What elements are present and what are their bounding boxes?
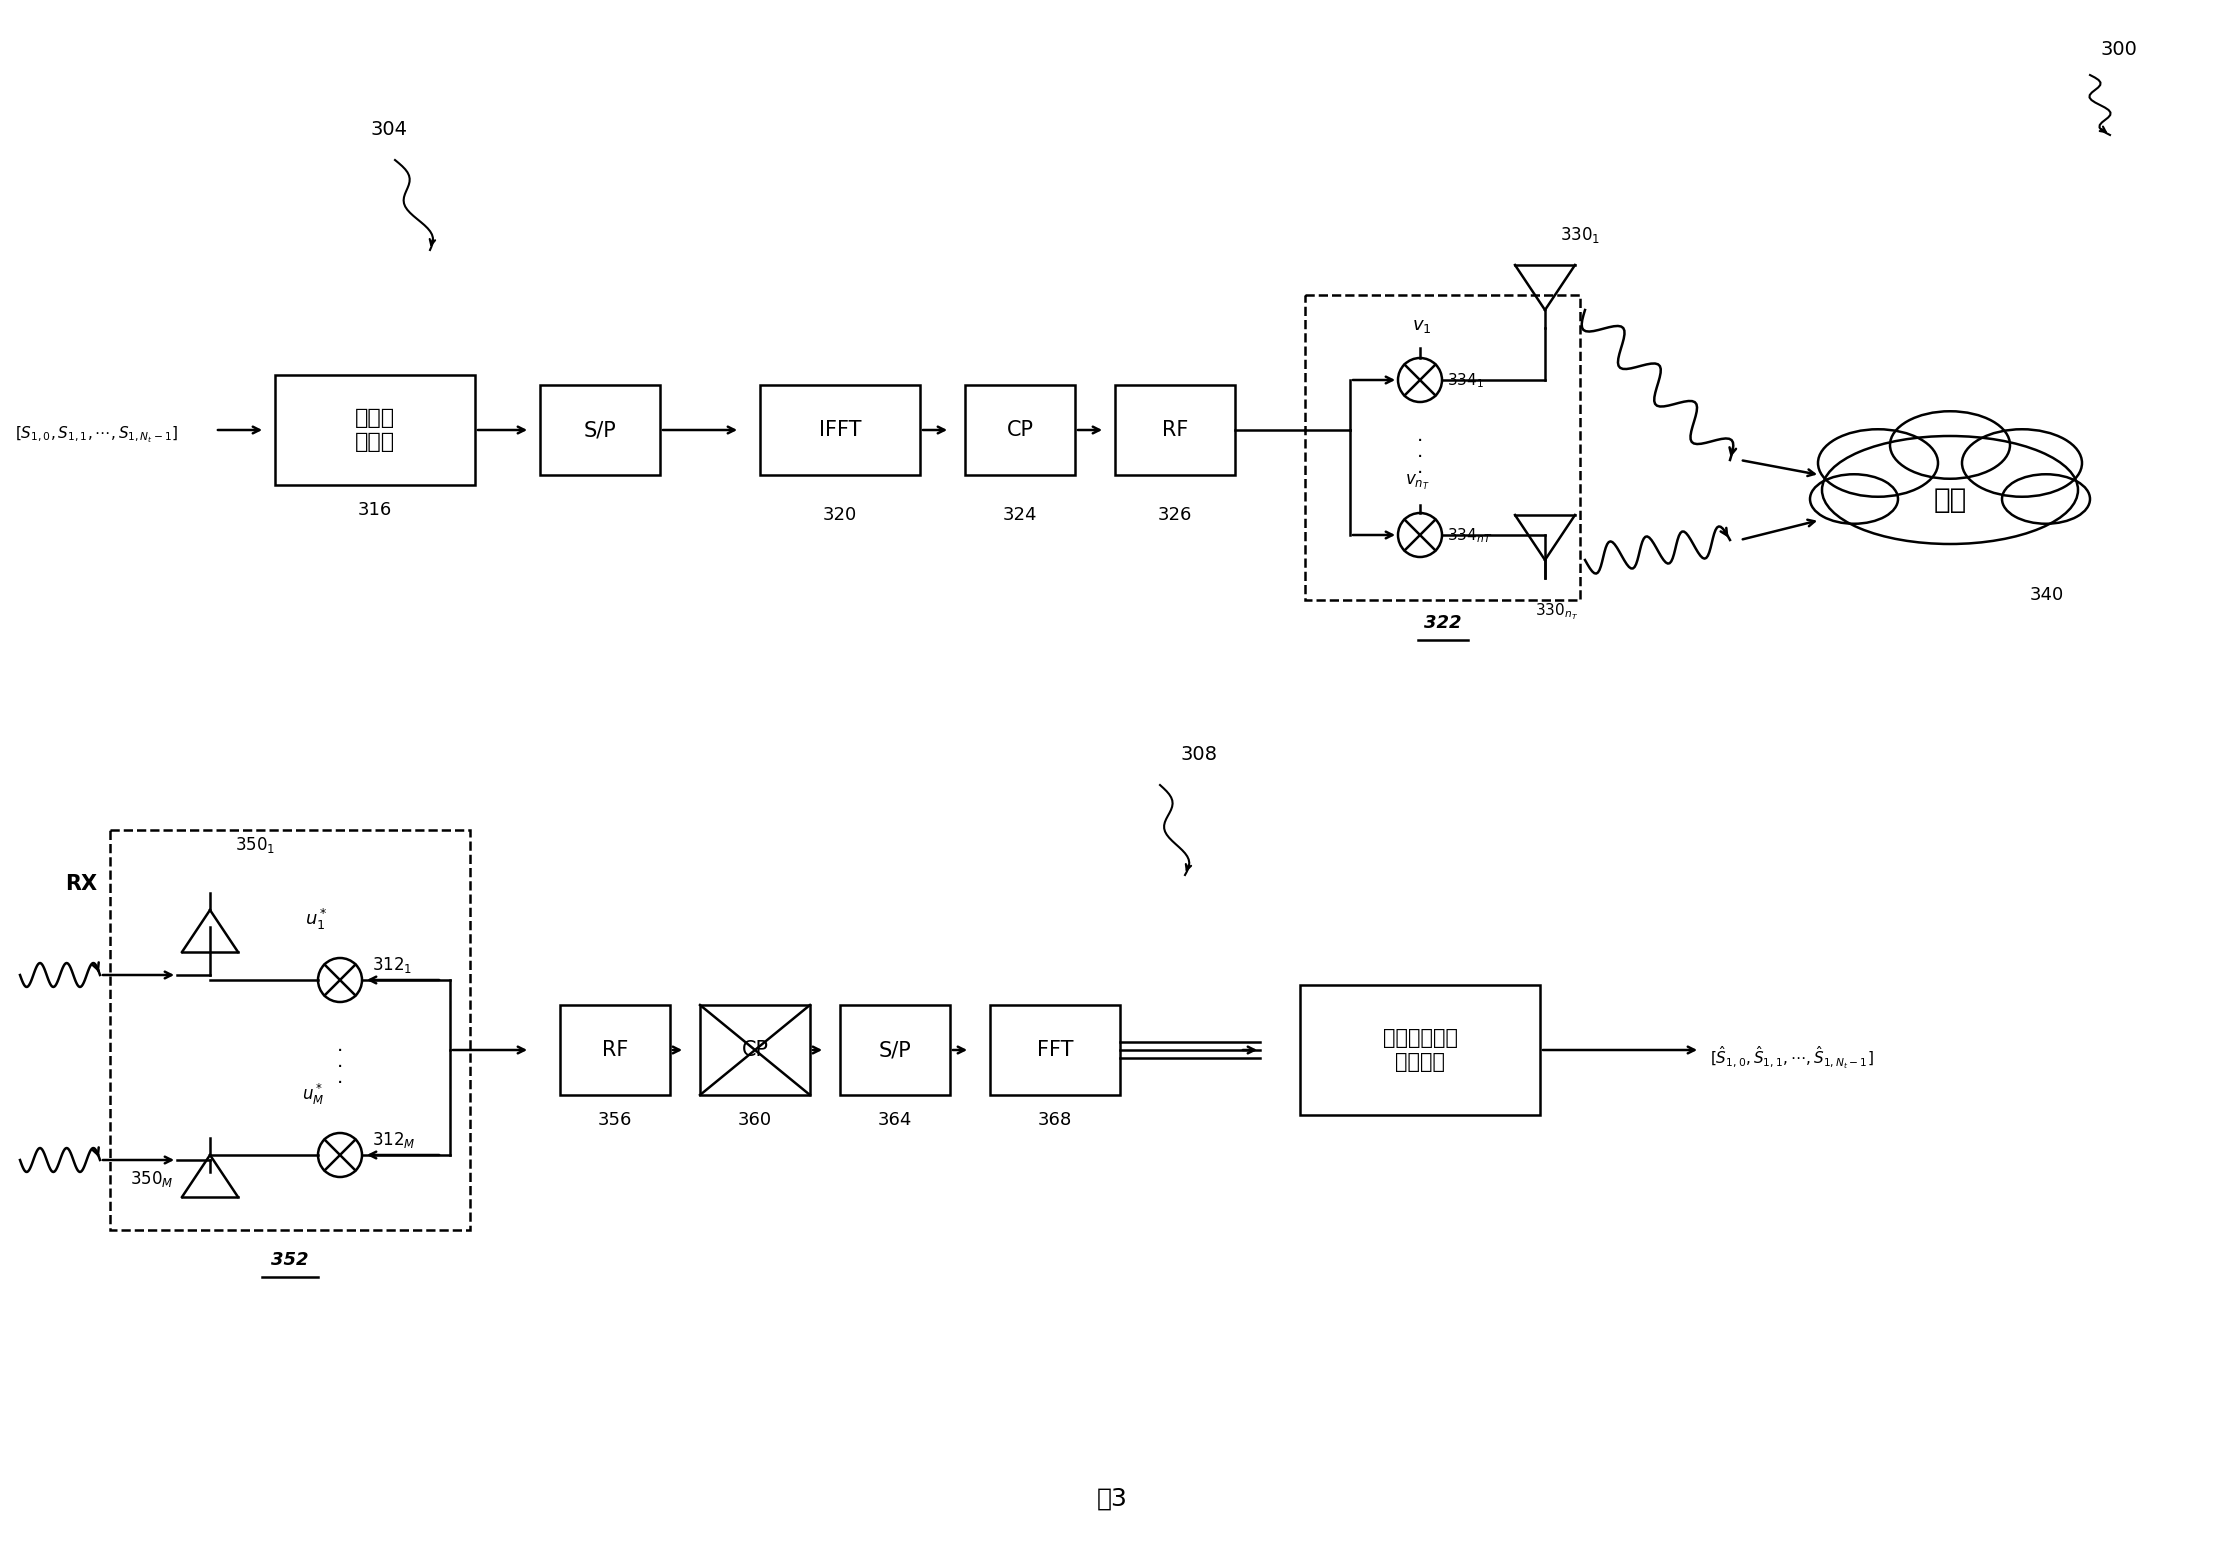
Text: FFT: FFT	[1036, 1040, 1074, 1060]
Ellipse shape	[1890, 412, 2010, 479]
Text: CP: CP	[741, 1040, 770, 1060]
Ellipse shape	[2002, 474, 2091, 523]
Text: $330_1$: $330_1$	[1559, 226, 1601, 244]
Bar	[1114, 385, 1234, 474]
Text: $330_{n_T}$: $330_{n_T}$	[1535, 601, 1579, 622]
Text: $312_1$: $312_1$	[371, 955, 411, 976]
Text: $350_1$: $350_1$	[236, 835, 276, 855]
Bar	[841, 1005, 950, 1095]
Bar	[276, 374, 476, 485]
Bar	[965, 385, 1074, 474]
Text: RF: RF	[1161, 420, 1188, 440]
Bar	[560, 1005, 669, 1095]
Text: $334_{nT}$: $334_{nT}$	[1448, 526, 1492, 545]
Bar	[1301, 985, 1539, 1115]
Text: 320: 320	[823, 506, 856, 525]
Text: 356: 356	[598, 1110, 632, 1129]
Text: $u_1^*$: $u_1^*$	[305, 907, 327, 932]
Text: $[S_{1,0}, S_{1,1}, \cdots, S_{1,N_t-1}]$: $[S_{1,0}, S_{1,1}, \cdots, S_{1,N_t-1}]…	[16, 424, 178, 445]
Text: 360: 360	[738, 1110, 772, 1129]
Text: 340: 340	[2031, 586, 2064, 604]
Text: 322: 322	[1423, 614, 1461, 633]
Text: 368: 368	[1039, 1110, 1072, 1129]
Text: $[\hat{S}_{1,0}, \hat{S}_{1,1}, \cdots, \hat{S}_{1,N_t-1}]$: $[\hat{S}_{1,0}, \hat{S}_{1,1}, \cdots, …	[1710, 1045, 1875, 1071]
Text: 304: 304	[369, 121, 407, 139]
Text: CP: CP	[1007, 420, 1034, 440]
Text: $312_M$: $312_M$	[371, 1131, 416, 1149]
Text: RF: RF	[603, 1040, 627, 1060]
Text: 316: 316	[358, 501, 391, 518]
Text: 324: 324	[1003, 506, 1036, 525]
Bar	[109, 830, 469, 1229]
Text: 自适应
位加载: 自适应 位加载	[356, 409, 396, 451]
Text: 信道: 信道	[1933, 485, 1966, 514]
Bar	[761, 385, 921, 474]
Ellipse shape	[1821, 435, 2077, 543]
Text: 308: 308	[1181, 745, 1217, 764]
Text: 364: 364	[878, 1110, 912, 1129]
Text: 326: 326	[1159, 506, 1192, 525]
Ellipse shape	[1810, 474, 1897, 523]
Bar	[540, 385, 661, 474]
Text: 每个音调上的
信道匹配: 每个音调上的 信道匹配	[1383, 1029, 1457, 1071]
Text: $334_1$: $334_1$	[1448, 371, 1483, 390]
Bar	[1305, 294, 1579, 600]
Text: $v_{n_T}$: $v_{n_T}$	[1406, 473, 1430, 492]
Bar	[990, 1005, 1121, 1095]
Bar	[701, 1005, 810, 1095]
Text: S/P: S/P	[878, 1040, 912, 1060]
Text: 300: 300	[2099, 41, 2137, 60]
Text: $350_M$: $350_M$	[129, 1168, 173, 1189]
Text: 352: 352	[271, 1251, 309, 1268]
Text: 图3: 图3	[1096, 1488, 1128, 1511]
Text: $u_M^*$: $u_M^*$	[302, 1082, 325, 1107]
Text: $v_1$: $v_1$	[1412, 316, 1432, 335]
Text: RX: RX	[64, 874, 98, 894]
Ellipse shape	[1962, 429, 2082, 496]
Ellipse shape	[1817, 429, 1937, 496]
Text: ·
·
·: · · ·	[1417, 432, 1423, 482]
Text: S/P: S/P	[583, 420, 616, 440]
Text: IFFT: IFFT	[818, 420, 861, 440]
Text: ·
·
·: · · ·	[336, 1041, 342, 1093]
